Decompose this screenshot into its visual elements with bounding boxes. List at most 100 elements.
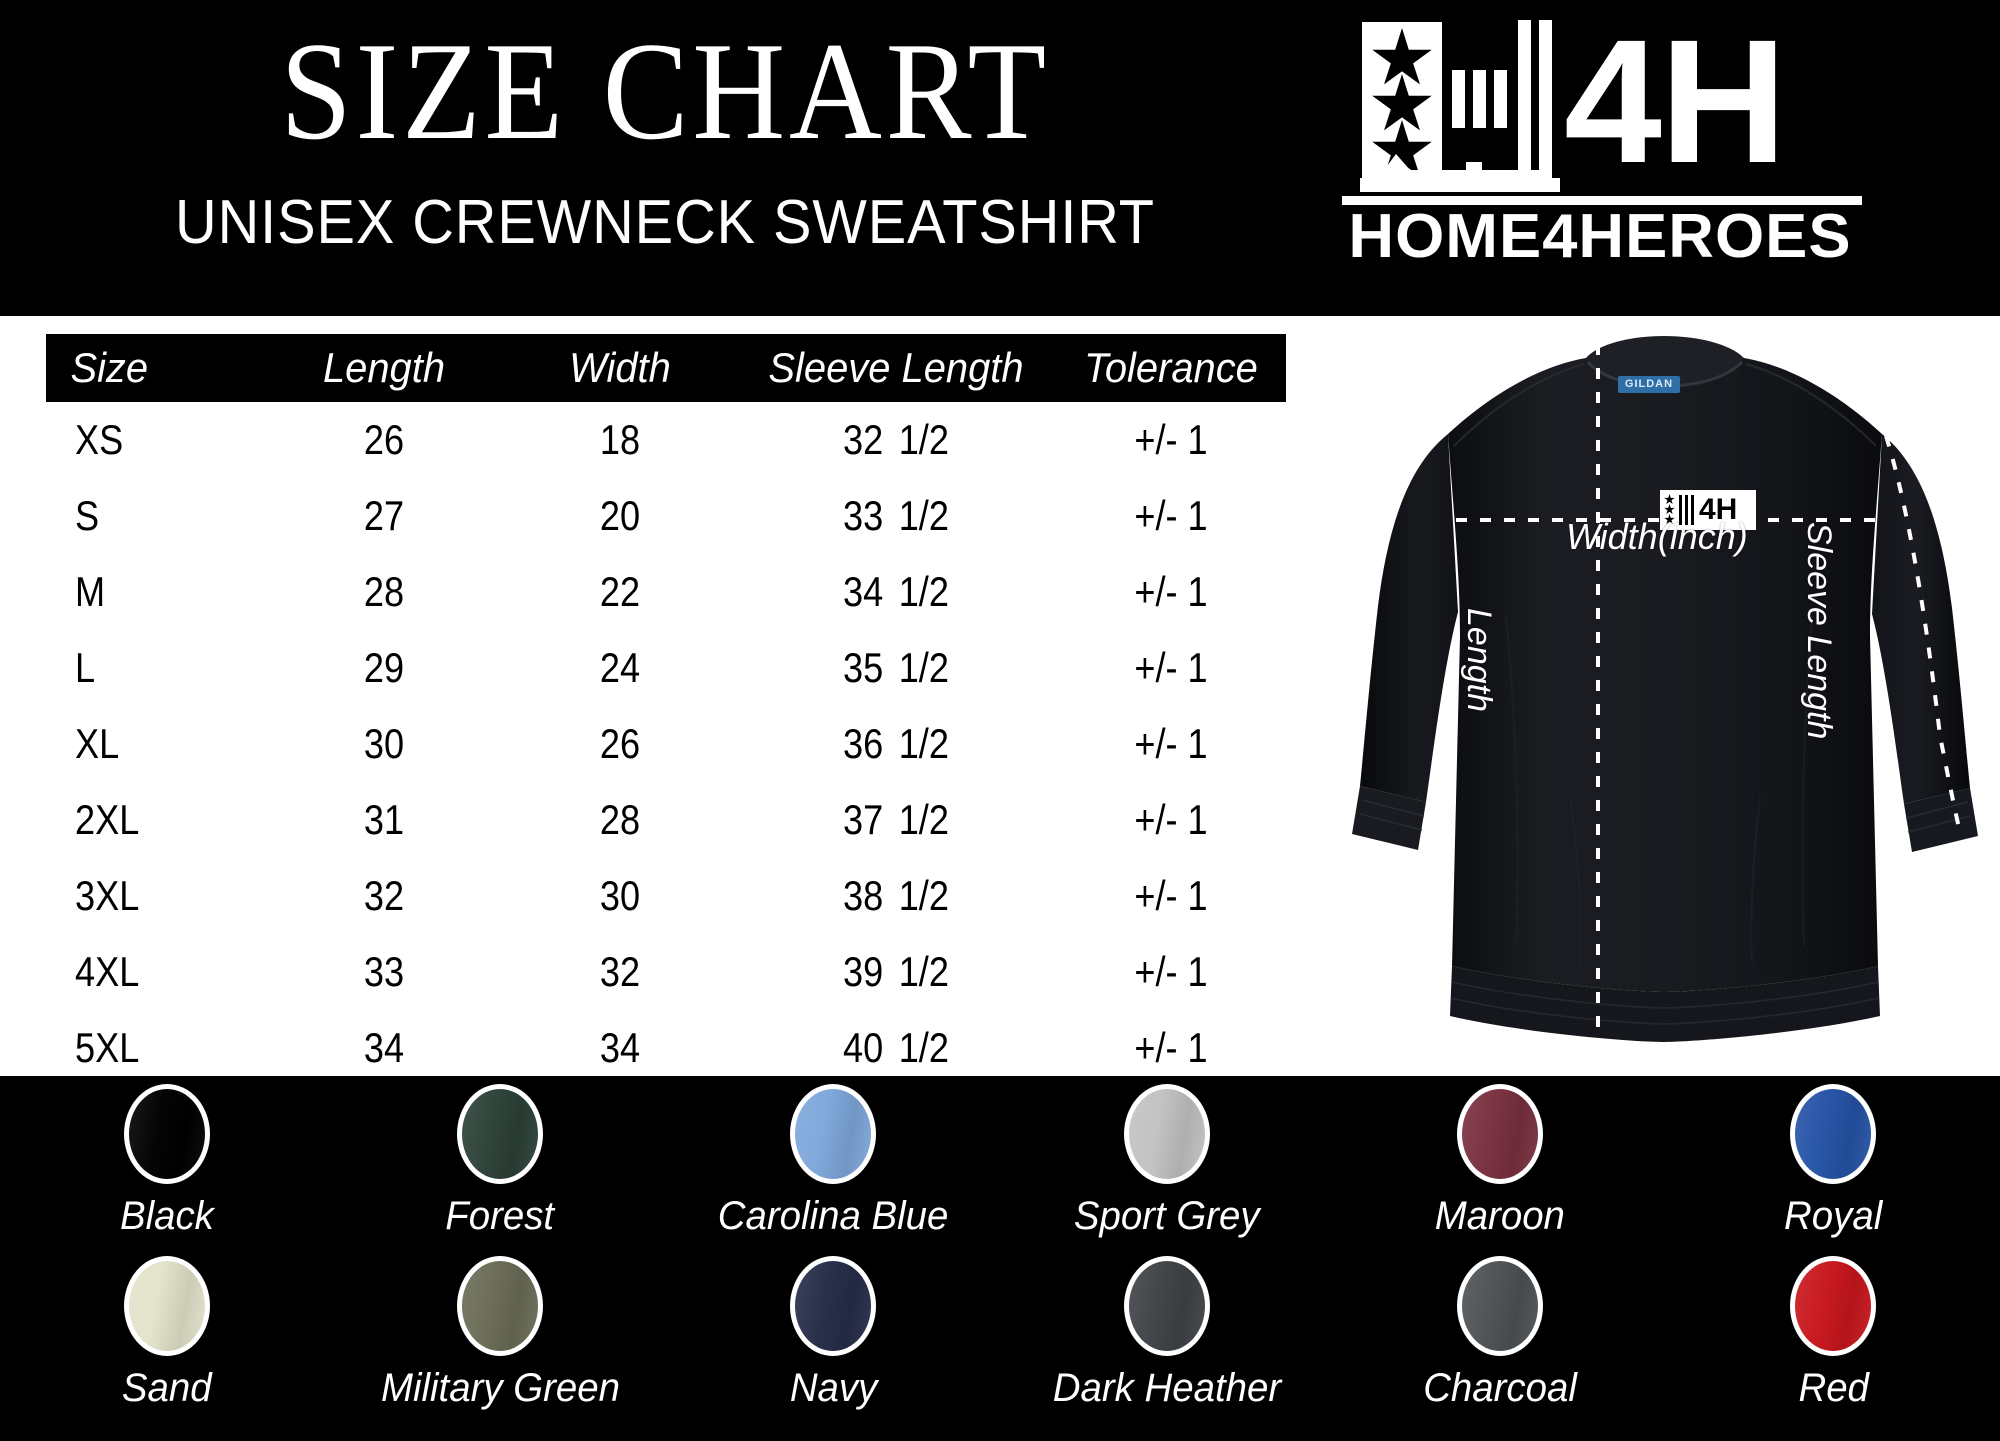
cell-size: 2XL	[75, 796, 140, 843]
color-swatch-circle[interactable]	[123, 1256, 210, 1356]
cell-sleeve-whole: 39	[843, 948, 884, 995]
cell-sleeve-length: 32 1/2	[758, 402, 1033, 478]
color-swatch-label: Royal	[1784, 1194, 1883, 1238]
cell-sleeve-whole: 38	[843, 872, 884, 919]
cell-size: 4XL	[75, 948, 140, 995]
table-header-row: Size Length Width Sleeve Length Toleranc…	[46, 334, 1286, 402]
cell-size: XL	[75, 720, 120, 767]
cell-width: 26	[599, 720, 641, 767]
column-header-sleeve-length: Sleeve Length	[768, 344, 1024, 391]
cell-length: 28	[363, 568, 405, 615]
color-swatch-circle[interactable]	[790, 1084, 877, 1184]
color-swatch-label: Sand	[121, 1366, 212, 1410]
color-option[interactable]: Forest	[333, 1084, 666, 1264]
color-option[interactable]: Sand	[0, 1256, 333, 1436]
cell-width: 30	[599, 872, 641, 919]
size-table-panel: Size Length Width Sleeve Length Toleranc…	[0, 316, 1330, 1076]
cell-sleeve-length: 36 1/2	[758, 706, 1033, 782]
cell-sleeve-whole: 35	[843, 644, 884, 691]
color-swatch-label: Maroon	[1434, 1194, 1566, 1238]
cell-sleeve-fraction: 1/2	[898, 948, 949, 995]
cell-sleeve-length: 33 1/2	[758, 478, 1033, 554]
brand-logo: 4H HOME4HEROES	[1330, 0, 1890, 300]
color-swatch-label: Carolina Blue	[718, 1194, 949, 1238]
logo-wordmark: HOME4HEROES	[1348, 202, 1852, 271]
color-swatch-circle[interactable]	[456, 1256, 543, 1356]
cell-size: XS	[75, 416, 124, 463]
color-swatch-label: Navy	[789, 1366, 878, 1410]
cell-sleeve-length: 35 1/2	[758, 630, 1033, 706]
flag-stripe	[1539, 20, 1552, 182]
table-head: Size Length Width Sleeve Length Toleranc…	[46, 334, 1286, 402]
cell-sleeve-fraction: 1/2	[898, 644, 949, 691]
color-swatch-circle[interactable]	[456, 1084, 543, 1184]
cell-tolerance: +/- 1	[1134, 796, 1208, 843]
chest-logo-stripes-icon	[1677, 493, 1697, 527]
color-option[interactable]: Black	[0, 1084, 333, 1264]
color-swatch-circle[interactable]	[1123, 1084, 1210, 1184]
cell-size: S	[75, 492, 100, 539]
measure-label-length: Length	[1460, 608, 1498, 712]
cell-size: M	[75, 568, 106, 615]
header-banner: SIZE CHART UNISEX CREWNECK SWEATSHIRT 4H…	[0, 0, 2000, 316]
color-swatch-label: Charcoal	[1423, 1366, 1577, 1410]
color-option[interactable]: Charcoal	[1333, 1256, 1666, 1436]
cell-sleeve-fraction: 1/2	[898, 796, 949, 843]
color-swatch-label: Red	[1798, 1366, 1869, 1410]
color-swatch-circle[interactable]	[1456, 1256, 1543, 1356]
cell-width: 34	[599, 1024, 641, 1071]
cell-length: 33	[363, 948, 405, 995]
cell-tolerance: +/- 1	[1134, 492, 1208, 539]
house-roof-icon	[1372, 154, 1548, 180]
brand-neck-tag: GILDAN	[1618, 376, 1680, 393]
column-header-size: Size	[70, 344, 149, 391]
color-option[interactable]: Dark Heather	[1000, 1256, 1333, 1436]
cell-width: 32	[599, 948, 641, 995]
cell-sleeve-whole: 36	[843, 720, 884, 767]
cell-width: 18	[599, 416, 641, 463]
title-block: SIZE CHART UNISEX CREWNECK SWEATSHIRT	[0, 0, 1330, 316]
color-swatch-circle[interactable]	[123, 1084, 210, 1184]
flag-stripe	[1518, 20, 1531, 182]
color-swatch-circle[interactable]	[1456, 1084, 1543, 1184]
table-row: L 29 24 35 1/2 +/- 1	[46, 630, 1286, 706]
color-option[interactable]: Military Green	[333, 1256, 666, 1436]
cell-length: 32	[363, 872, 405, 919]
color-option[interactable]: Maroon	[1333, 1084, 1666, 1264]
color-swatch-circle[interactable]	[1790, 1084, 1877, 1184]
table-body: XS 26 18 32 1/2 +/- 1 S 27 20 33 1/2 +/- 1 M 28 22 34 1/…	[46, 402, 1286, 1086]
flag-base-bar	[1360, 178, 1560, 192]
cell-sleeve-whole: 34	[843, 568, 884, 615]
column-header-length: Length	[322, 344, 446, 391]
cell-sleeve-length: 37 1/2	[758, 782, 1033, 858]
table-row: 2XL 31 28 37 1/2 +/- 1	[46, 782, 1286, 858]
color-swatch-circle[interactable]	[1790, 1256, 1877, 1356]
color-option[interactable]: Royal	[1667, 1084, 2000, 1264]
flag-star-field	[1362, 22, 1442, 182]
cell-length: 29	[363, 644, 405, 691]
color-swatch-label: Forest	[445, 1194, 555, 1238]
color-option[interactable]: Red	[1667, 1256, 2000, 1436]
color-option[interactable]: Navy	[667, 1256, 1000, 1436]
cell-sleeve-whole: 37	[843, 796, 884, 843]
color-option[interactable]: Carolina Blue	[667, 1084, 1000, 1264]
cell-size: 3XL	[75, 872, 140, 919]
garment-illustration-panel: GILDAN 4H Width(inch) Length Sleeve Leng…	[1330, 316, 2000, 1076]
page-subtitle: UNISEX CREWNECK SWEATSHIRT	[175, 188, 1155, 257]
color-option[interactable]: Sport Grey	[1000, 1084, 1333, 1264]
cell-width: 24	[599, 644, 641, 691]
table-row: 5XL 34 34 40 1/2 +/- 1	[46, 1010, 1286, 1086]
table-row: 3XL 32 30 38 1/2 +/- 1	[46, 858, 1286, 934]
cell-sleeve-length: 40 1/2	[758, 1010, 1033, 1086]
logo-4h-text: 4H	[1564, 4, 1787, 200]
cell-sleeve-whole: 32	[843, 416, 884, 463]
color-swatch-circle[interactable]	[1123, 1256, 1210, 1356]
cell-tolerance: +/- 1	[1134, 416, 1208, 463]
measure-label-sleeve-length: Sleeve Length	[1800, 522, 1838, 740]
color-swatch-row-bottom: Sand Military Green Navy Dark Heather Charco…	[0, 1256, 2000, 1436]
color-swatch-circle[interactable]	[790, 1256, 877, 1356]
chest-logo-stars-icon	[1663, 493, 1677, 527]
cell-sleeve-fraction: 1/2	[898, 872, 949, 919]
logo-divider	[1342, 196, 1862, 205]
cell-tolerance: +/- 1	[1134, 644, 1208, 691]
